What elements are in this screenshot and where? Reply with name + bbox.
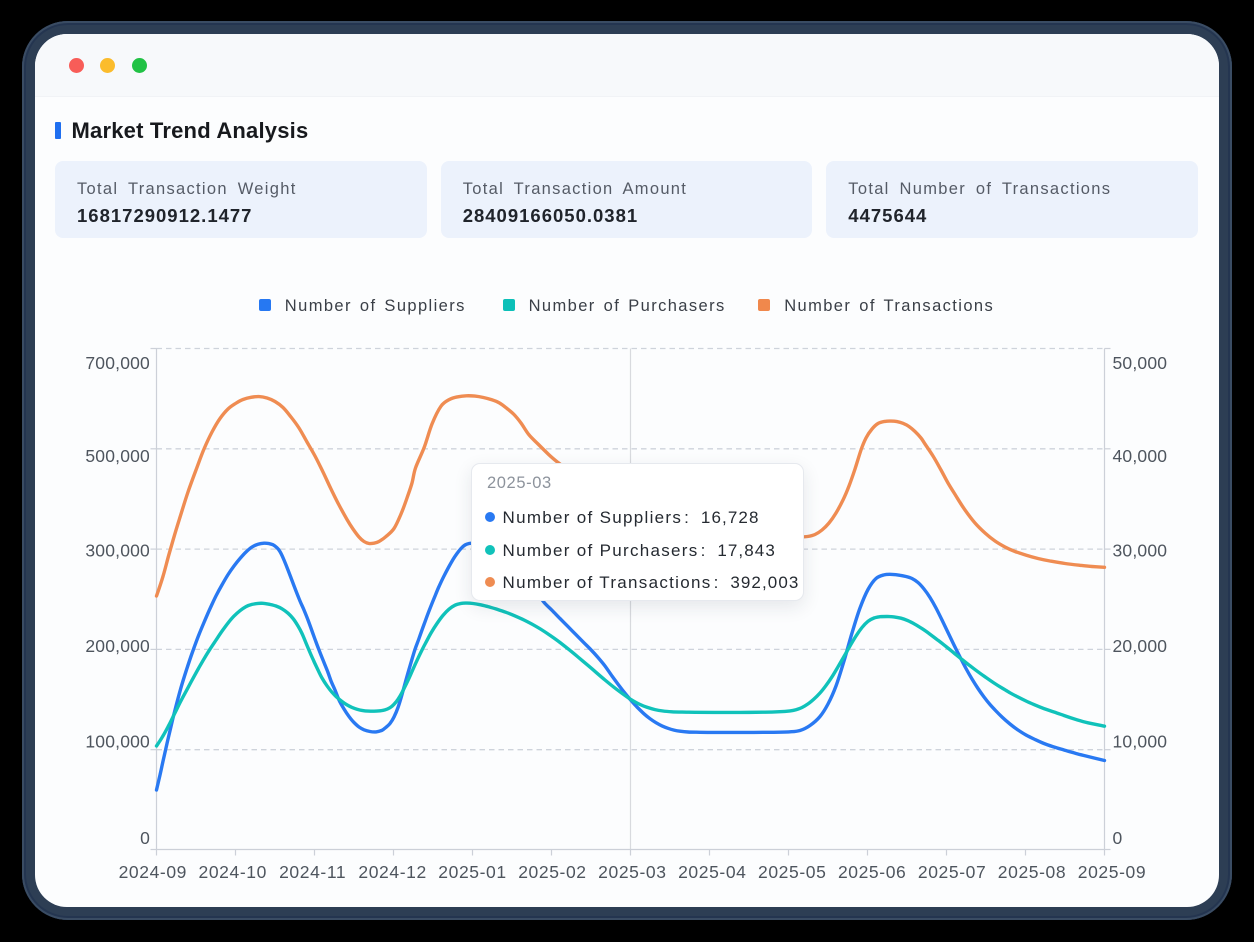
svg-text:2025-05: 2025-05: [758, 862, 826, 882]
svg-text:2024-11: 2024-11: [279, 862, 346, 882]
svg-text:2025-02: 2025-02: [518, 862, 586, 882]
svg-text:2025-03: 2025-03: [598, 862, 666, 882]
svg-text:2024-12: 2024-12: [358, 862, 426, 882]
svg-text:300,000: 300,000: [85, 541, 150, 561]
svg-text:100,000: 100,000: [85, 732, 150, 752]
svg-text:2025-08: 2025-08: [998, 862, 1066, 882]
svg-text:50,000: 50,000: [1113, 353, 1168, 373]
svg-text:2025-06: 2025-06: [838, 862, 906, 882]
svg-text:2025-04: 2025-04: [678, 862, 746, 882]
svg-text:2025-07: 2025-07: [918, 862, 986, 882]
svg-text:0: 0: [1113, 828, 1123, 848]
svg-text:2025-09: 2025-09: [1078, 862, 1146, 882]
svg-text:500,000: 500,000: [85, 446, 150, 466]
svg-text:20,000: 20,000: [1113, 636, 1168, 656]
svg-text:700,000: 700,000: [85, 353, 150, 373]
svg-text:2024-09: 2024-09: [119, 862, 187, 882]
svg-text:200,000: 200,000: [85, 636, 150, 656]
svg-text:10,000: 10,000: [1113, 732, 1168, 752]
svg-text:30,000: 30,000: [1113, 541, 1168, 561]
svg-text:0: 0: [140, 828, 150, 848]
svg-text:40,000: 40,000: [1113, 446, 1168, 466]
svg-text:2024-10: 2024-10: [199, 862, 267, 882]
svg-text:2025-01: 2025-01: [438, 862, 506, 882]
